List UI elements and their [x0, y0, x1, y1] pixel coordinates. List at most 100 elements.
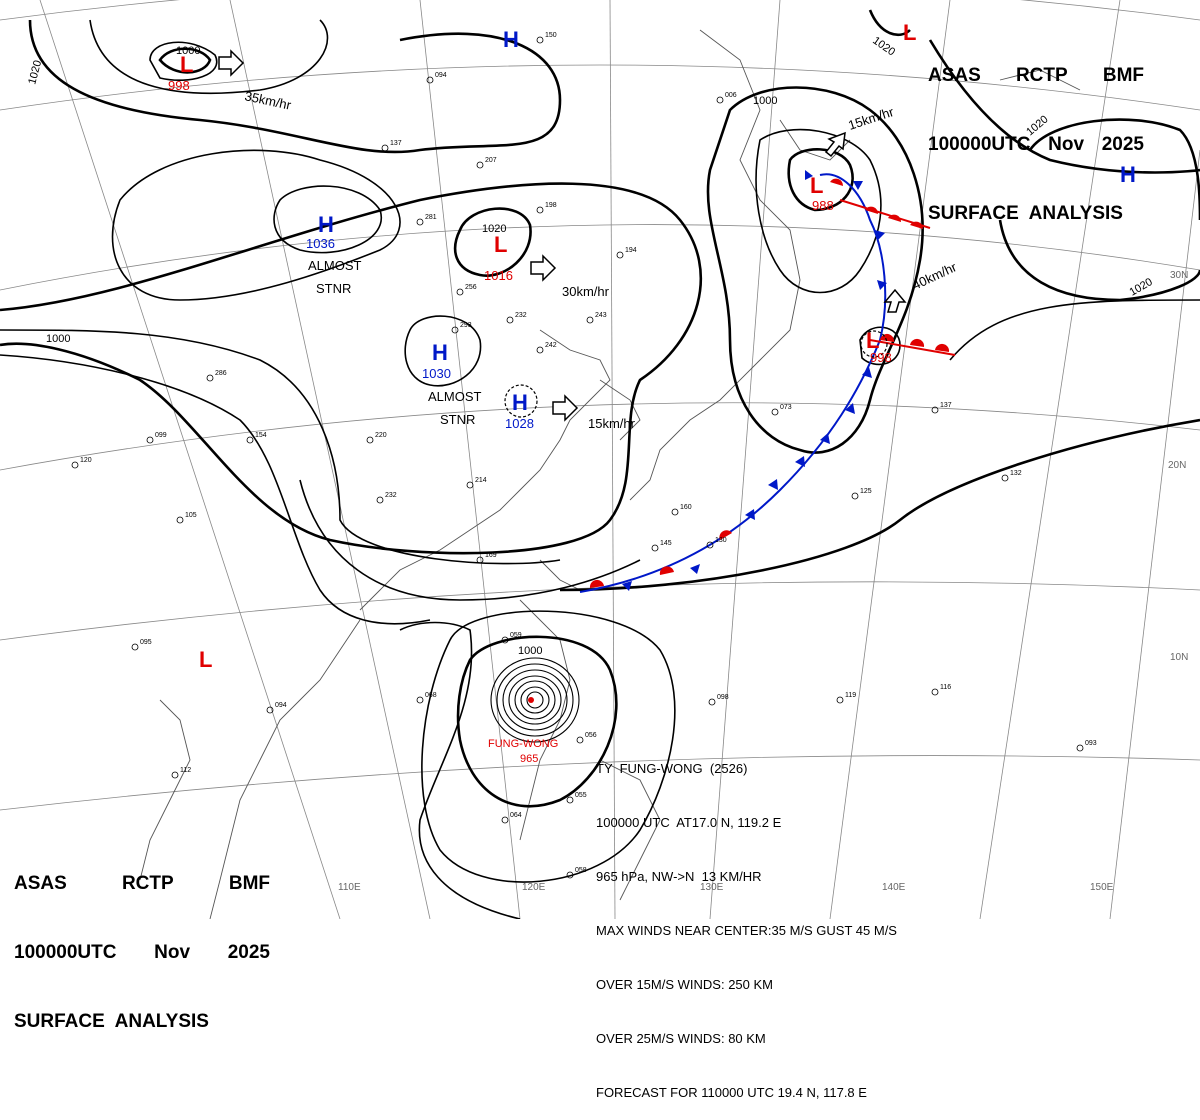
station-pressure: 207 — [485, 157, 497, 164]
station-pressure: 214 — [475, 477, 487, 484]
station-pressure: 198 — [545, 202, 557, 209]
station-circle — [501, 816, 509, 824]
station-circle — [671, 508, 679, 516]
pressure-centers: L 998 H 1036 L 1016 H 1030 H 1028 L 988 … — [168, 20, 1136, 672]
grid-labels: 110E 120E 130E 140E 150E 30N 20N 10N — [338, 270, 1188, 893]
station-circle — [851, 492, 859, 500]
chart-header-top-right: ASAS RCTP BMF 100000UTC Nov 2025 SURFACE… — [928, 18, 1144, 248]
low-center-letter: L — [810, 173, 823, 198]
station-pressure: 120 — [80, 457, 92, 464]
typhoon-center-marker — [528, 697, 534, 703]
header-product: BMF — [1102, 65, 1144, 86]
station-circle — [1001, 474, 1009, 482]
typhoon-info-line: FORECAST FOR 110000 UTC 19.4 N, 117.8 E — [596, 1085, 867, 1100]
motion-arrows — [218, 49, 907, 422]
motion-label: 40km/hr — [910, 259, 960, 293]
station-pressure: 059 — [510, 632, 522, 639]
header-time: 100000UTC — [928, 134, 1031, 155]
header-region: ASAS — [928, 65, 981, 86]
typhoon-info-line: TY FUNG-WONG (2526) — [596, 761, 748, 776]
header-product: BMF — [228, 873, 270, 894]
stationary-label: STNR — [440, 412, 475, 427]
station-circle — [616, 251, 624, 259]
motion-label: 15km/hr — [588, 416, 636, 431]
isobar-label: 1000 — [176, 45, 200, 57]
station-circle — [566, 796, 574, 804]
warm-front-south — [869, 339, 956, 356]
high-center-value: 1028 — [505, 416, 534, 431]
station-circle — [586, 316, 594, 324]
header-title: SURFACE ANALYSIS — [14, 1011, 209, 1032]
forecast-circles — [504, 330, 888, 418]
station-circle — [536, 36, 544, 44]
stationary-labels: ALMOST STNR ALMOST STNR — [308, 258, 482, 427]
station-circle — [706, 541, 714, 549]
typhoon-info-line: OVER 25M/S WINDS: 80 KM — [596, 1031, 766, 1046]
station-pressure: 119 — [845, 692, 856, 699]
lon-label: 120E — [522, 882, 546, 893]
lon-label: 110E — [338, 882, 361, 893]
station-pressure: 093 — [1085, 740, 1097, 747]
station-circle — [536, 206, 544, 214]
high-center-letter: H — [432, 340, 448, 365]
station-pressure: 150 — [545, 32, 557, 39]
station-circle — [476, 161, 484, 169]
station-circle — [1076, 744, 1084, 752]
station-circle — [708, 698, 716, 706]
station-pressure: 116 — [940, 684, 951, 691]
isobar-label: 1020 — [26, 59, 44, 86]
weather-map: 150 094 137 207 281 198 194 256 293 232 242 243 286 1… — [0, 0, 1200, 919]
station-circle — [426, 76, 434, 84]
low-center-value: 988 — [812, 198, 834, 213]
station-circle — [716, 96, 724, 104]
station-pressure: 094 — [275, 702, 287, 709]
station-pressure: 055 — [575, 792, 587, 799]
low-center-letter: L — [866, 328, 879, 353]
station-pressure: 112 — [180, 767, 191, 774]
station-pressure: 137 — [390, 140, 402, 147]
high-center-letter: H — [512, 390, 528, 415]
station-pressure: 056 — [585, 732, 597, 739]
typhoon-info: TY FUNG-WONG (2526) 100000 UTC AT17.0 N,… — [596, 724, 897, 1120]
typhoon-info-line: OVER 15M/S WINDS: 250 KM — [596, 977, 773, 992]
station-pressure: 154 — [255, 432, 267, 439]
station-pressure: 098 — [717, 694, 729, 701]
station-circle — [381, 144, 389, 152]
station-circle — [416, 696, 424, 704]
station-circle — [651, 544, 659, 552]
station-circle — [466, 481, 474, 489]
station-pressure: 105 — [185, 512, 197, 519]
cold-front-triangles — [622, 170, 887, 591]
station-pressure: 256 — [465, 284, 477, 291]
high-center-value: 1030 — [422, 366, 451, 381]
station-circle — [246, 436, 254, 444]
header-time: 100000UTC — [14, 942, 117, 963]
high-center-letter: H — [1120, 162, 1136, 187]
station-pressure: 125 — [860, 488, 872, 495]
high-center-letter: H — [503, 27, 519, 52]
station-circle — [416, 218, 424, 226]
high-center-value: 1036 — [306, 236, 335, 251]
header-year: 2025 — [227, 942, 270, 963]
motion-label: 35km/hr — [243, 88, 293, 113]
header-month: Nov — [1048, 134, 1085, 155]
station-circle — [376, 496, 384, 504]
station-pressure: 243 — [595, 312, 607, 319]
station-circle — [71, 461, 79, 469]
station-pressure: 006 — [725, 92, 737, 99]
station-circle — [566, 871, 574, 879]
motion-label: 30km/hr — [562, 284, 610, 299]
station-circle — [501, 636, 509, 644]
lat-label: 30N — [1170, 270, 1188, 281]
coastlines — [139, 29, 1081, 919]
header-year: 2025 — [1101, 134, 1144, 155]
low-center-letter: L — [199, 647, 212, 672]
isobar-label: 1020 — [870, 35, 897, 59]
stationary-label: ALMOST — [308, 258, 362, 273]
typhoon-info-line: 100000 UTC AT17.0 N, 119.2 E — [596, 815, 782, 830]
station-circle — [836, 696, 844, 704]
header-station: RCTP — [121, 873, 174, 894]
station-circle — [931, 406, 939, 414]
station-pressure: 169 — [485, 552, 497, 559]
low-center-letter: L — [180, 52, 193, 77]
